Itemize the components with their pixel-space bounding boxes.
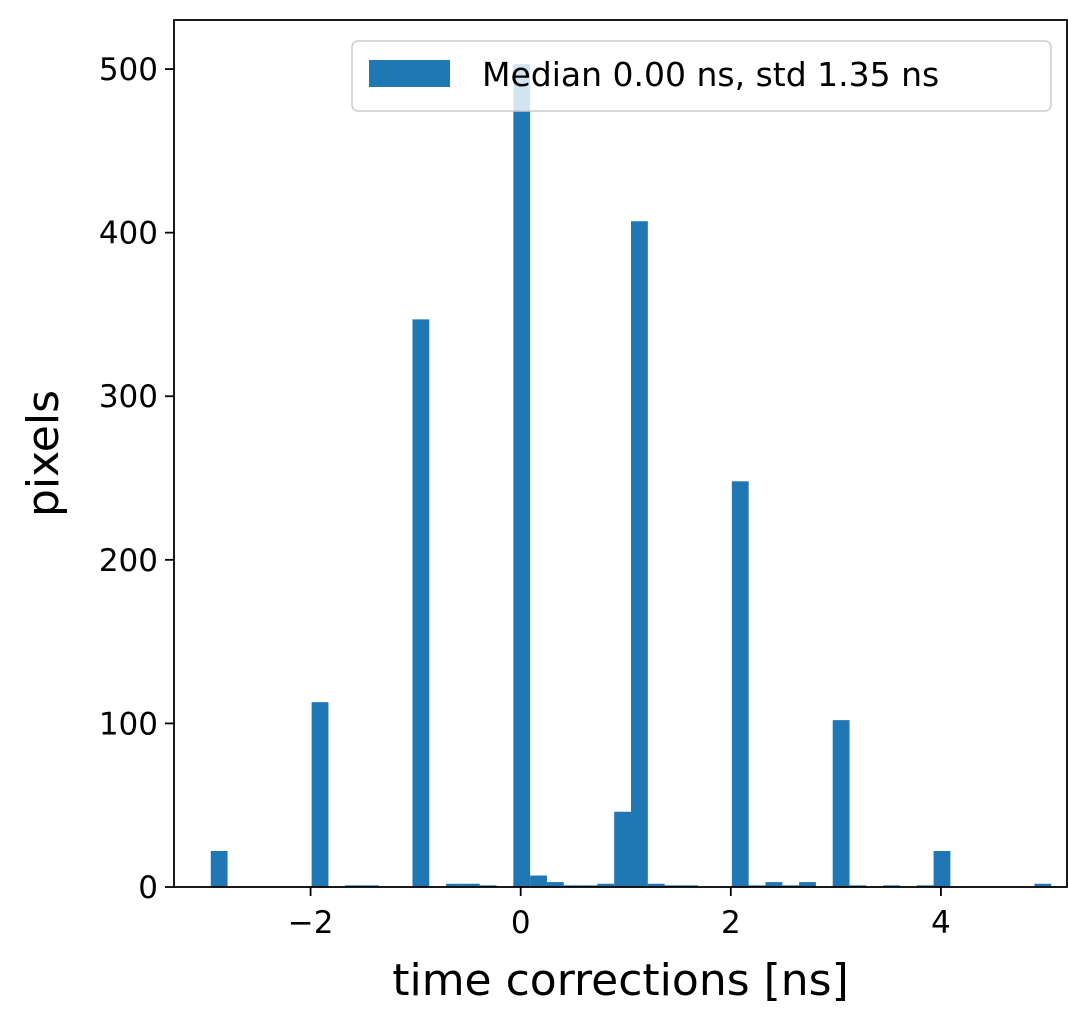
x-axis-ticks: −2 0 2 4 — [288, 887, 951, 941]
y-axis-label: pixels — [18, 390, 69, 517]
legend: Median 0.00 ns, std 1.35 ns — [351, 40, 1052, 112]
plot-frame — [173, 19, 1068, 888]
histogram-bar-28 — [933, 851, 951, 887]
histogram-bar-4 — [412, 319, 430, 887]
legend-entry-label: Median 0.00 ns, std 1.35 ns — [482, 55, 939, 94]
histogram-bar-19 — [731, 481, 749, 887]
histogram-bar-0 — [210, 851, 228, 887]
y-tick-label-4: 400 — [99, 216, 158, 252]
histogram-bar-15 — [631, 221, 648, 887]
histogram-bars — [210, 64, 1052, 888]
y-tick-label-5: 500 — [99, 52, 158, 88]
x-tick-label-2: 2 — [721, 905, 741, 941]
y-axis-ticks: 0 100 200 300 400 500 — [99, 52, 174, 906]
histogram-bar-13 — [597, 883, 615, 887]
histogram-bar-23 — [799, 882, 816, 887]
histogram-bar-14 — [614, 811, 632, 887]
histogram-bar-29 — [1034, 883, 1052, 887]
y-tick-label-3: 300 — [99, 379, 158, 415]
x-axis-label: time corrections [ns] — [392, 955, 849, 1006]
y-tick-label-1: 100 — [99, 706, 158, 742]
histogram-bar-10 — [546, 882, 564, 887]
y-tick-label-0: 0 — [138, 870, 158, 906]
histogram-bar-9 — [530, 875, 547, 887]
histogram-bar-21 — [765, 882, 783, 887]
histogram-bar-16 — [647, 883, 665, 887]
histogram-bar-1 — [311, 702, 329, 887]
legend-box — [351, 40, 1052, 112]
legend-swatch — [369, 60, 450, 87]
y-tick-label-2: 200 — [99, 543, 158, 579]
histogram-bar-6 — [462, 883, 480, 887]
x-tick-label-3: 4 — [931, 905, 951, 941]
x-tick-label-0: −2 — [288, 905, 334, 941]
x-tick-label-1: 0 — [511, 905, 531, 941]
histogram-bar-5 — [446, 883, 463, 887]
histogram-bar-24 — [832, 720, 850, 887]
histogram-bar-8 — [513, 64, 531, 888]
